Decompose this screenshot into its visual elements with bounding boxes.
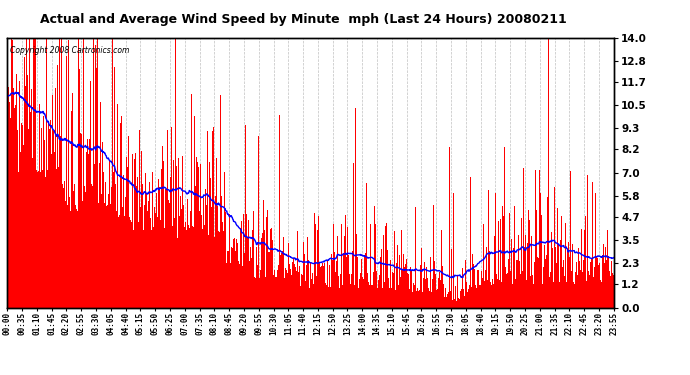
- Text: Copyright 2008 Cartronics.com: Copyright 2008 Cartronics.com: [10, 46, 129, 55]
- Text: Actual and Average Wind Speed by Minute  mph (Last 24 Hours) 20080211: Actual and Average Wind Speed by Minute …: [40, 13, 567, 26]
